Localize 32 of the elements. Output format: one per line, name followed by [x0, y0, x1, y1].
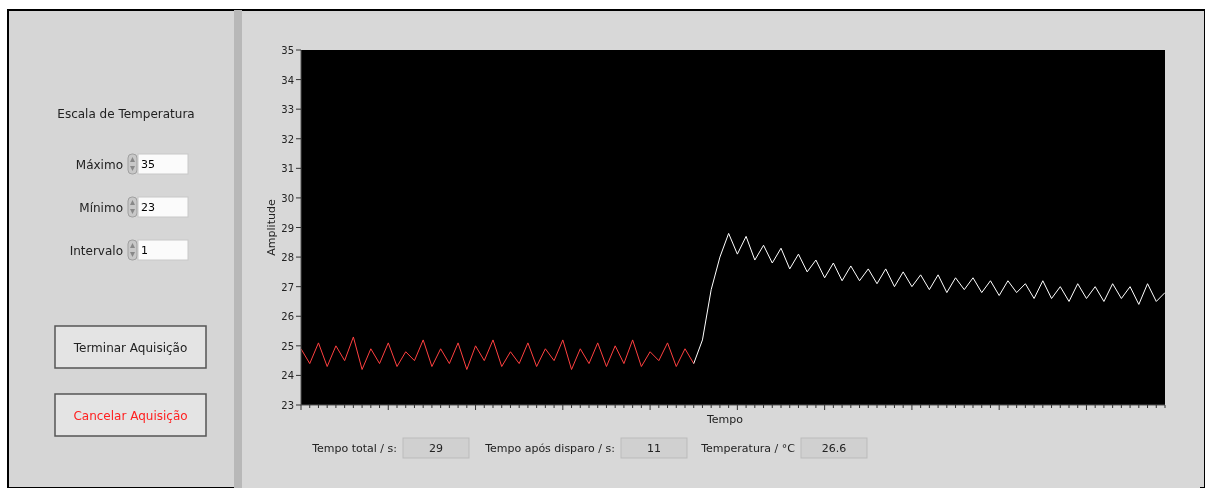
text: Temperatura / °C	[700, 442, 796, 455]
text: 35	[141, 158, 155, 171]
text: 1	[141, 244, 148, 257]
y-tick-label: 30	[281, 192, 294, 204]
text: Cancelar Aquisição	[73, 409, 188, 423]
y-tick-label: 31	[281, 163, 294, 175]
text: Escala de Temperatura	[57, 107, 195, 121]
text: Mínimo	[79, 201, 123, 215]
text: Máximo	[75, 158, 123, 172]
y-tick-label: 25	[281, 340, 294, 352]
line-series	[300, 336, 695, 370]
y-tick-label: 29	[281, 222, 294, 234]
line-series	[693, 232, 1166, 365]
y-tick-label: 32	[281, 133, 294, 145]
y-tick-label: 35	[281, 45, 294, 56]
text: 29	[429, 442, 443, 455]
y-axis-title: Amplitude	[265, 199, 278, 256]
text: 26.6	[821, 442, 847, 455]
text: Terminar Aquisição	[72, 341, 188, 355]
x-axis-title: Tempo	[705, 413, 744, 426]
y-tick-label: 34	[281, 74, 294, 86]
y-tick-label: 27	[281, 281, 294, 293]
y-tick-label: 23	[281, 400, 294, 411]
text: 11	[647, 442, 661, 455]
text: 23	[141, 201, 155, 214]
y-tick-label: 24	[281, 370, 294, 382]
text: Tempo total / s:	[311, 442, 397, 455]
text: Intervalo	[69, 244, 123, 258]
y-tick-label: 26	[281, 311, 294, 323]
y-tick-label: 28	[281, 252, 294, 264]
text: Tempo após disparo / s:	[484, 442, 615, 455]
y-tick-label: 33	[281, 104, 294, 116]
